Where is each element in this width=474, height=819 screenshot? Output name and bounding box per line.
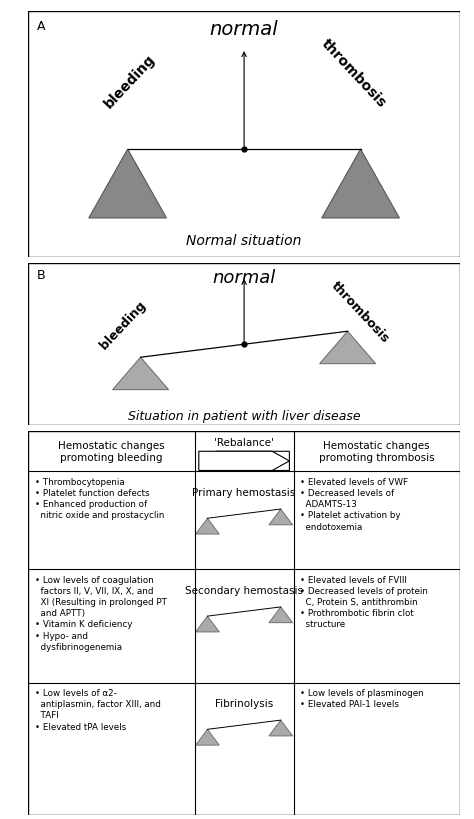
Text: thrombosis: thrombosis (329, 279, 392, 346)
Text: Normal situation: Normal situation (186, 234, 302, 248)
Text: Hemostatic changes
promoting bleeding: Hemostatic changes promoting bleeding (58, 441, 165, 463)
Text: normal: normal (210, 20, 278, 38)
Text: normal: normal (212, 269, 276, 287)
Text: • Elevated levels of FVIII
• Decreased levels of protein
  C, Protein S, antithr: • Elevated levels of FVIII • Decreased l… (300, 575, 428, 629)
Text: Primary hemostasis: Primary hemostasis (192, 487, 296, 497)
Text: Fibrinolysis: Fibrinolysis (215, 698, 273, 708)
Polygon shape (269, 607, 292, 623)
Polygon shape (199, 452, 290, 471)
Polygon shape (196, 730, 219, 745)
Text: thrombosis: thrombosis (319, 37, 389, 111)
Text: Situation in patient with liver disease: Situation in patient with liver disease (128, 410, 360, 423)
Text: 'Rebalance': 'Rebalance' (214, 437, 274, 447)
Text: • Elevated levels of VWF
• Decreased levels of
  ADAMTS-13
• Platelet activation: • Elevated levels of VWF • Decreased lev… (300, 477, 408, 531)
Text: Hemostatic changes
promoting thrombosis: Hemostatic changes promoting thrombosis (319, 441, 435, 463)
Polygon shape (322, 150, 400, 219)
Polygon shape (319, 332, 376, 364)
Polygon shape (112, 358, 169, 390)
Text: • Low levels of coagulation
  factors II, V, VII, IX, X, and
  XI (Resulting in : • Low levels of coagulation factors II, … (35, 575, 167, 651)
Text: • Low levels of α2-
  antiplasmin, factor XIII, and
  TAFI
• Elevated tPA levels: • Low levels of α2- antiplasmin, factor … (35, 689, 161, 731)
FancyBboxPatch shape (28, 12, 460, 258)
FancyBboxPatch shape (28, 264, 460, 426)
Text: • Low levels of plasminogen
• Elevated PAI-1 levels: • Low levels of plasminogen • Elevated P… (300, 689, 424, 708)
Polygon shape (196, 617, 219, 632)
FancyBboxPatch shape (28, 432, 460, 815)
Text: Secondary hemostasis: Secondary hemostasis (185, 585, 303, 595)
Polygon shape (196, 518, 219, 535)
Text: • Thrombocytopenia
• Platelet function defects
• Enhanced production of
  nitric: • Thrombocytopenia • Platelet function d… (35, 477, 164, 520)
Text: A: A (37, 20, 46, 33)
Polygon shape (269, 720, 292, 736)
Text: bleeding: bleeding (101, 52, 158, 111)
Text: B: B (37, 269, 46, 282)
Polygon shape (269, 509, 292, 525)
Text: bleeding: bleeding (98, 299, 149, 352)
Polygon shape (89, 150, 166, 219)
Polygon shape (199, 452, 290, 471)
